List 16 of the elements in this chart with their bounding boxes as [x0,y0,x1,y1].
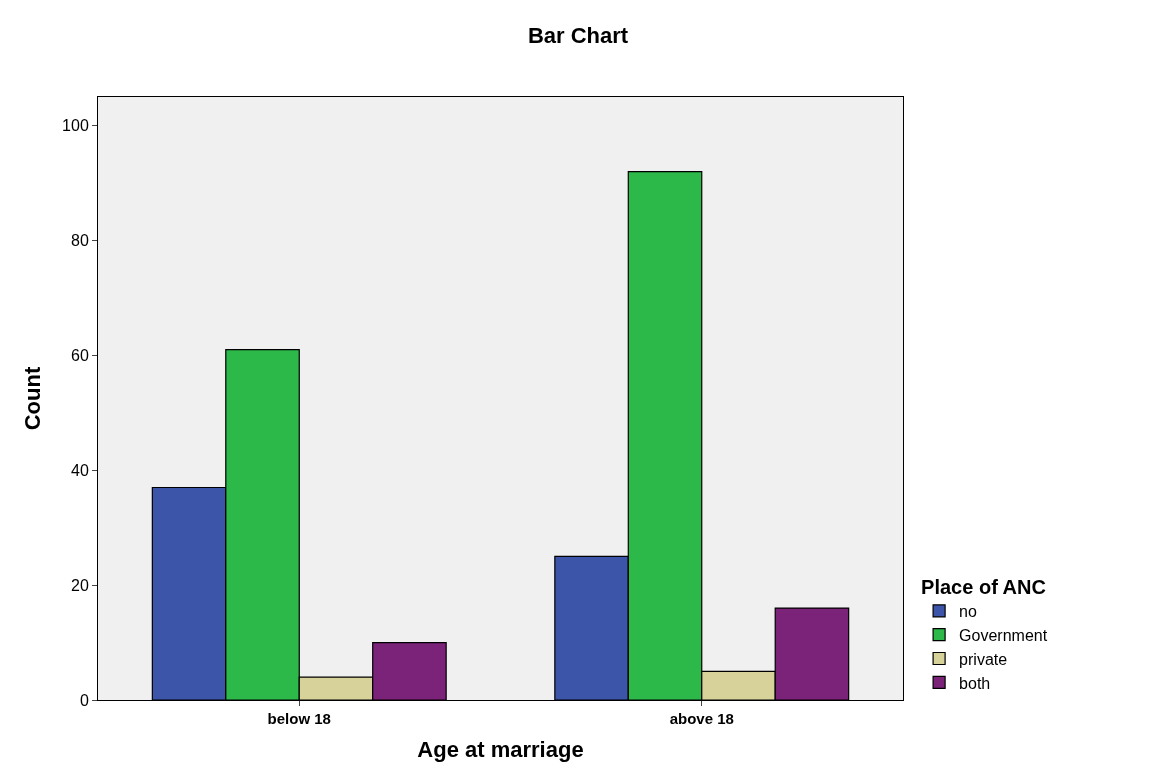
chart-title: Bar Chart [527,22,629,48]
y-tick-label: 0 [79,691,89,709]
x-axis-title: Age at marriage [417,736,584,762]
y-tick-label: 20 [71,576,89,594]
y-tick-label: 60 [71,347,89,365]
legend-label: no [959,603,977,621]
y-tick-label: 40 [71,461,89,479]
legend-label: Government [959,626,1048,644]
y-tick-label: 100 [62,117,89,135]
x-tick-label: above 18 [669,710,734,727]
x-tick-label: below 18 [267,710,331,727]
legend-title: Place of ANC [921,576,1046,598]
legend-label: both [959,674,991,692]
y-axis-title: Count [19,366,45,431]
y-tick-label: 80 [71,232,89,250]
legend-label: private [959,650,1008,668]
